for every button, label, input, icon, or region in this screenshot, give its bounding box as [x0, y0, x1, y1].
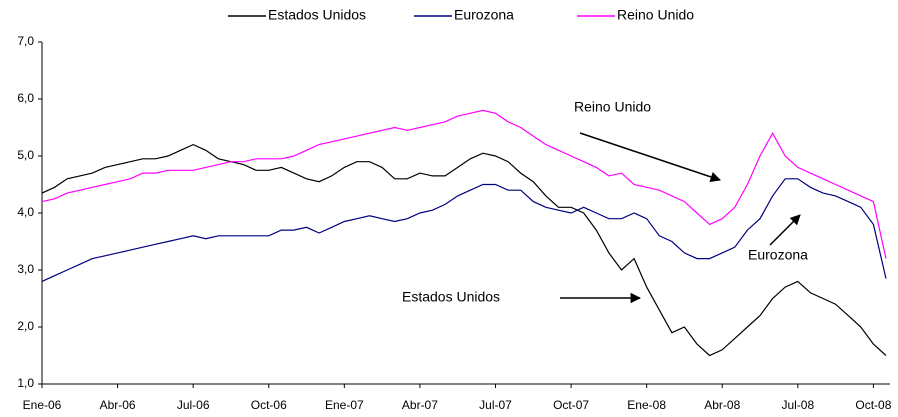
annotation: Reino Unido — [574, 99, 651, 115]
y-tick-label: 5,0 — [17, 148, 34, 162]
x-tick-label: Abr-07 — [402, 398, 438, 412]
series-line — [41, 109, 887, 259]
legend-label: Reino Unido — [617, 7, 694, 23]
x-tick-label: Jul-07 — [479, 398, 512, 412]
x-tick-label: Abr-08 — [704, 398, 740, 412]
annotation: Estados Unidos — [402, 289, 500, 305]
legend-label: Eurozona — [454, 7, 514, 23]
legend-label: Estados Unidos — [268, 7, 366, 23]
arrow — [579, 132, 721, 182]
y-tick-label: 7,0 — [17, 34, 34, 48]
y-tick-label: 3,0 — [17, 262, 34, 276]
x-tick-label: Jul-06 — [177, 398, 210, 412]
x-tick-label: Jul-08 — [781, 398, 814, 412]
x-tick-label: Ene-08 — [627, 398, 666, 412]
x-tick-label: Ene-07 — [325, 398, 364, 412]
series-line — [41, 143, 887, 357]
x-tick-label: Oct-06 — [251, 398, 287, 412]
y-tick-label: 2,0 — [17, 319, 34, 333]
x-tick-label: Ene-06 — [23, 398, 62, 412]
y-tick-label: 1,0 — [17, 376, 34, 390]
arrow — [769, 214, 801, 246]
y-tick-label: 4,0 — [17, 205, 34, 219]
y-tick-label: 6,0 — [17, 91, 34, 105]
x-tick-label: Oct-07 — [553, 398, 589, 412]
x-tick-label: Oct-08 — [855, 398, 891, 412]
series-line — [41, 178, 887, 282]
x-tick-label: Abr-06 — [100, 398, 136, 412]
annotation: Eurozona — [748, 247, 808, 263]
